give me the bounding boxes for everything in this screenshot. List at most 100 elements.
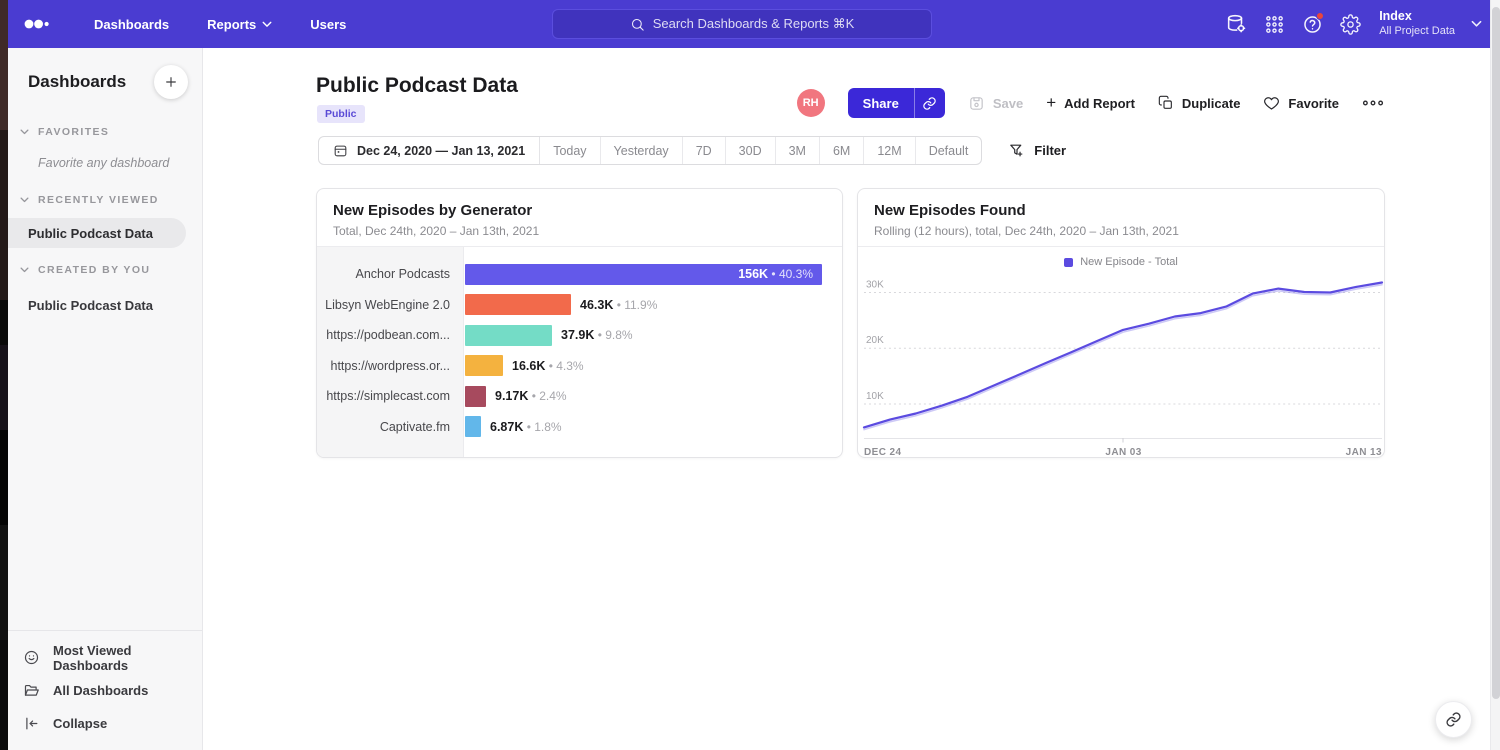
nav-reports[interactable]: Reports: [207, 17, 272, 32]
favorite-button[interactable]: Favorite: [1263, 95, 1339, 112]
section-recently-viewed-label: RECENTLY VIEWED: [38, 194, 159, 206]
settings-button[interactable]: [1331, 0, 1369, 48]
bar[interactable]: [465, 324, 552, 346]
plus-icon: [166, 77, 176, 87]
bar-value-label: 6.87K • 1.8%: [490, 419, 562, 434]
bar-label-column: [317, 247, 464, 457]
save-button[interactable]: Save: [968, 95, 1023, 112]
bar-row: Captivate.fm 6.87K • 1.8%: [317, 412, 832, 443]
bar[interactable]: [465, 294, 571, 316]
search-input[interactable]: Search Dashboards & Reports ⌘K: [552, 9, 932, 39]
bar-category-label: Captivate.fm: [379, 419, 450, 434]
search-icon: [631, 18, 644, 31]
date-preset-default[interactable]: Default: [928, 143, 969, 158]
data-management-button[interactable]: [1217, 0, 1255, 48]
mixpanel-logo[interactable]: [24, 13, 54, 35]
add-report-button[interactable]: + Add Report: [1046, 92, 1135, 112]
save-icon: [970, 96, 983, 110]
section-favorites-label: FAVORITES: [38, 126, 110, 138]
navbar-right: Index All Project Data: [1217, 0, 1482, 48]
sidebar-footer: Most Viewed Dashboards All Dashboards Co…: [8, 630, 202, 750]
date-preset-yesterday[interactable]: Yesterday: [601, 137, 683, 164]
bar-chart-title: New Episodes by Generator: [333, 202, 533, 219]
bar-row: https://simplecast.com 9.17K • 2.4%: [317, 381, 832, 412]
line-chart-subtitle: Rolling (12 hours), total, Dec 24th, 202…: [874, 224, 1179, 238]
calendar-icon: [334, 145, 347, 157]
primary-nav: Dashboards Reports Users: [94, 17, 346, 32]
line-chart-card: New Episodes Found Rolling (12 hours), t…: [857, 188, 1385, 458]
all-dashboards-button[interactable]: All Dashboards: [8, 674, 202, 707]
avatar[interactable]: RH: [796, 89, 825, 117]
section-recently-viewed[interactable]: RECENTLY VIEWED: [20, 194, 202, 206]
chevron-down-icon: [262, 21, 272, 27]
date-preset-today[interactable]: Today: [540, 137, 601, 164]
bar[interactable]: [465, 416, 481, 438]
nav-dashboards[interactable]: Dashboards: [94, 16, 170, 32]
bar-row: Libsyn WebEngine 2.0 46.3K • 11.9%: [317, 290, 832, 321]
bar-value-label: 37.9K • 9.8%: [561, 328, 633, 343]
bar-value-label: 46.3K • 11.9%: [580, 297, 658, 312]
date-preset-7d[interactable]: 7D: [683, 137, 726, 164]
share-link-button[interactable]: [913, 88, 945, 118]
bar-chart-card: New Episodes by Generator Total, Dec 24t…: [316, 188, 843, 458]
bar-category-label: https://podbean.com...: [326, 328, 450, 343]
nav-users[interactable]: Users: [310, 16, 347, 32]
svg-text:20K: 20K: [866, 335, 884, 346]
copy-link-fab[interactable]: [1435, 701, 1472, 738]
sidebar-item-recent-dashboard[interactable]: Public Podcast Data: [8, 218, 186, 248]
filter-button[interactable]: Filter: [1008, 142, 1066, 159]
date-preset-12m[interactable]: 12M: [864, 137, 916, 164]
most-viewed-label: Most Viewed Dashboards: [53, 642, 132, 673]
bar-category-label: https://wordpress.or...: [330, 358, 451, 373]
bar[interactable]: [465, 355, 503, 377]
nav-reports-label: Reports: [207, 16, 257, 32]
settings-gear-icon: [1339, 13, 1361, 35]
search-placeholder: Search Dashboards & Reports ⌘K: [652, 16, 855, 31]
page-scrollbar[interactable]: [1490, 0, 1500, 750]
main-content: Public Podcast Data Public RH Share Save…: [204, 48, 1500, 750]
date-range-label: Dec 24, 2020 — Jan 13, 2021: [357, 143, 526, 158]
new-dashboard-button[interactable]: [154, 65, 188, 99]
most-viewed-dashboards-button[interactable]: Most Viewed Dashboards: [8, 641, 202, 674]
link-icon: [923, 96, 937, 110]
bar-track: 46.3K • 11.9%: [465, 294, 832, 316]
bar-value-label: 16.6K • 4.3%: [512, 358, 584, 373]
apps-grid-button[interactable]: [1255, 0, 1293, 48]
data-stack-icon: [1228, 14, 1246, 33]
section-created-by-you[interactable]: CREATED BY YOU: [20, 264, 202, 276]
duplicate-button[interactable]: Duplicate: [1158, 95, 1241, 111]
share-button[interactable]: Share: [862, 95, 899, 111]
date-preset-6m[interactable]: 6M: [820, 137, 865, 164]
scrollbar-thumb[interactable]: [1492, 7, 1500, 699]
date-range-button[interactable]: Dec 24, 2020 — Jan 13, 2021: [319, 137, 541, 164]
section-favorites[interactable]: FAVORITES: [20, 126, 202, 138]
x-tick-start: DEC 24: [864, 447, 902, 458]
line-chart-plot[interactable]: 10K 20K 30K: [862, 273, 1384, 443]
bar-track: 156K • 40.3%: [465, 263, 832, 285]
chevron-down-icon[interactable]: [1471, 20, 1482, 28]
bar-value-label: 156K: [738, 267, 769, 282]
apps-grid-icon: [1265, 15, 1283, 33]
save-label: Save: [992, 95, 1024, 111]
legend-swatch: [1064, 257, 1074, 267]
collapse-sidebar-button[interactable]: Collapse: [8, 707, 202, 740]
sidebar-title: Dashboards: [28, 72, 127, 91]
duplicate-icon: [1158, 95, 1172, 109]
bar-chart-subtitle: Total, Dec 24th, 2020 – Jan 13th, 2021: [333, 224, 540, 238]
project-switcher[interactable]: Index All Project Data: [1379, 9, 1455, 38]
section-created-by-you-label: CREATED BY YOU: [38, 264, 151, 276]
collapse-label: Collapse: [53, 716, 108, 731]
help-button[interactable]: [1293, 0, 1331, 48]
plus-icon: +: [1046, 92, 1057, 112]
duplicate-label: Duplicate: [1181, 95, 1241, 111]
bar[interactable]: 156K • 40.3%: [465, 263, 822, 285]
bar[interactable]: [465, 385, 486, 407]
legend-label: New Episode - Total: [1080, 256, 1178, 268]
collapse-icon: [26, 717, 38, 730]
favorites-empty-hint: Favorite any dashboard: [38, 156, 170, 170]
more-options-button[interactable]: [1362, 98, 1384, 108]
date-preset-3m[interactable]: 3M: [776, 137, 820, 164]
sidebar-item-created-dashboard[interactable]: Public Podcast Data: [28, 297, 153, 313]
x-tick-mid: JAN 03: [1105, 447, 1142, 458]
date-preset-30d[interactable]: 30D: [726, 137, 776, 164]
